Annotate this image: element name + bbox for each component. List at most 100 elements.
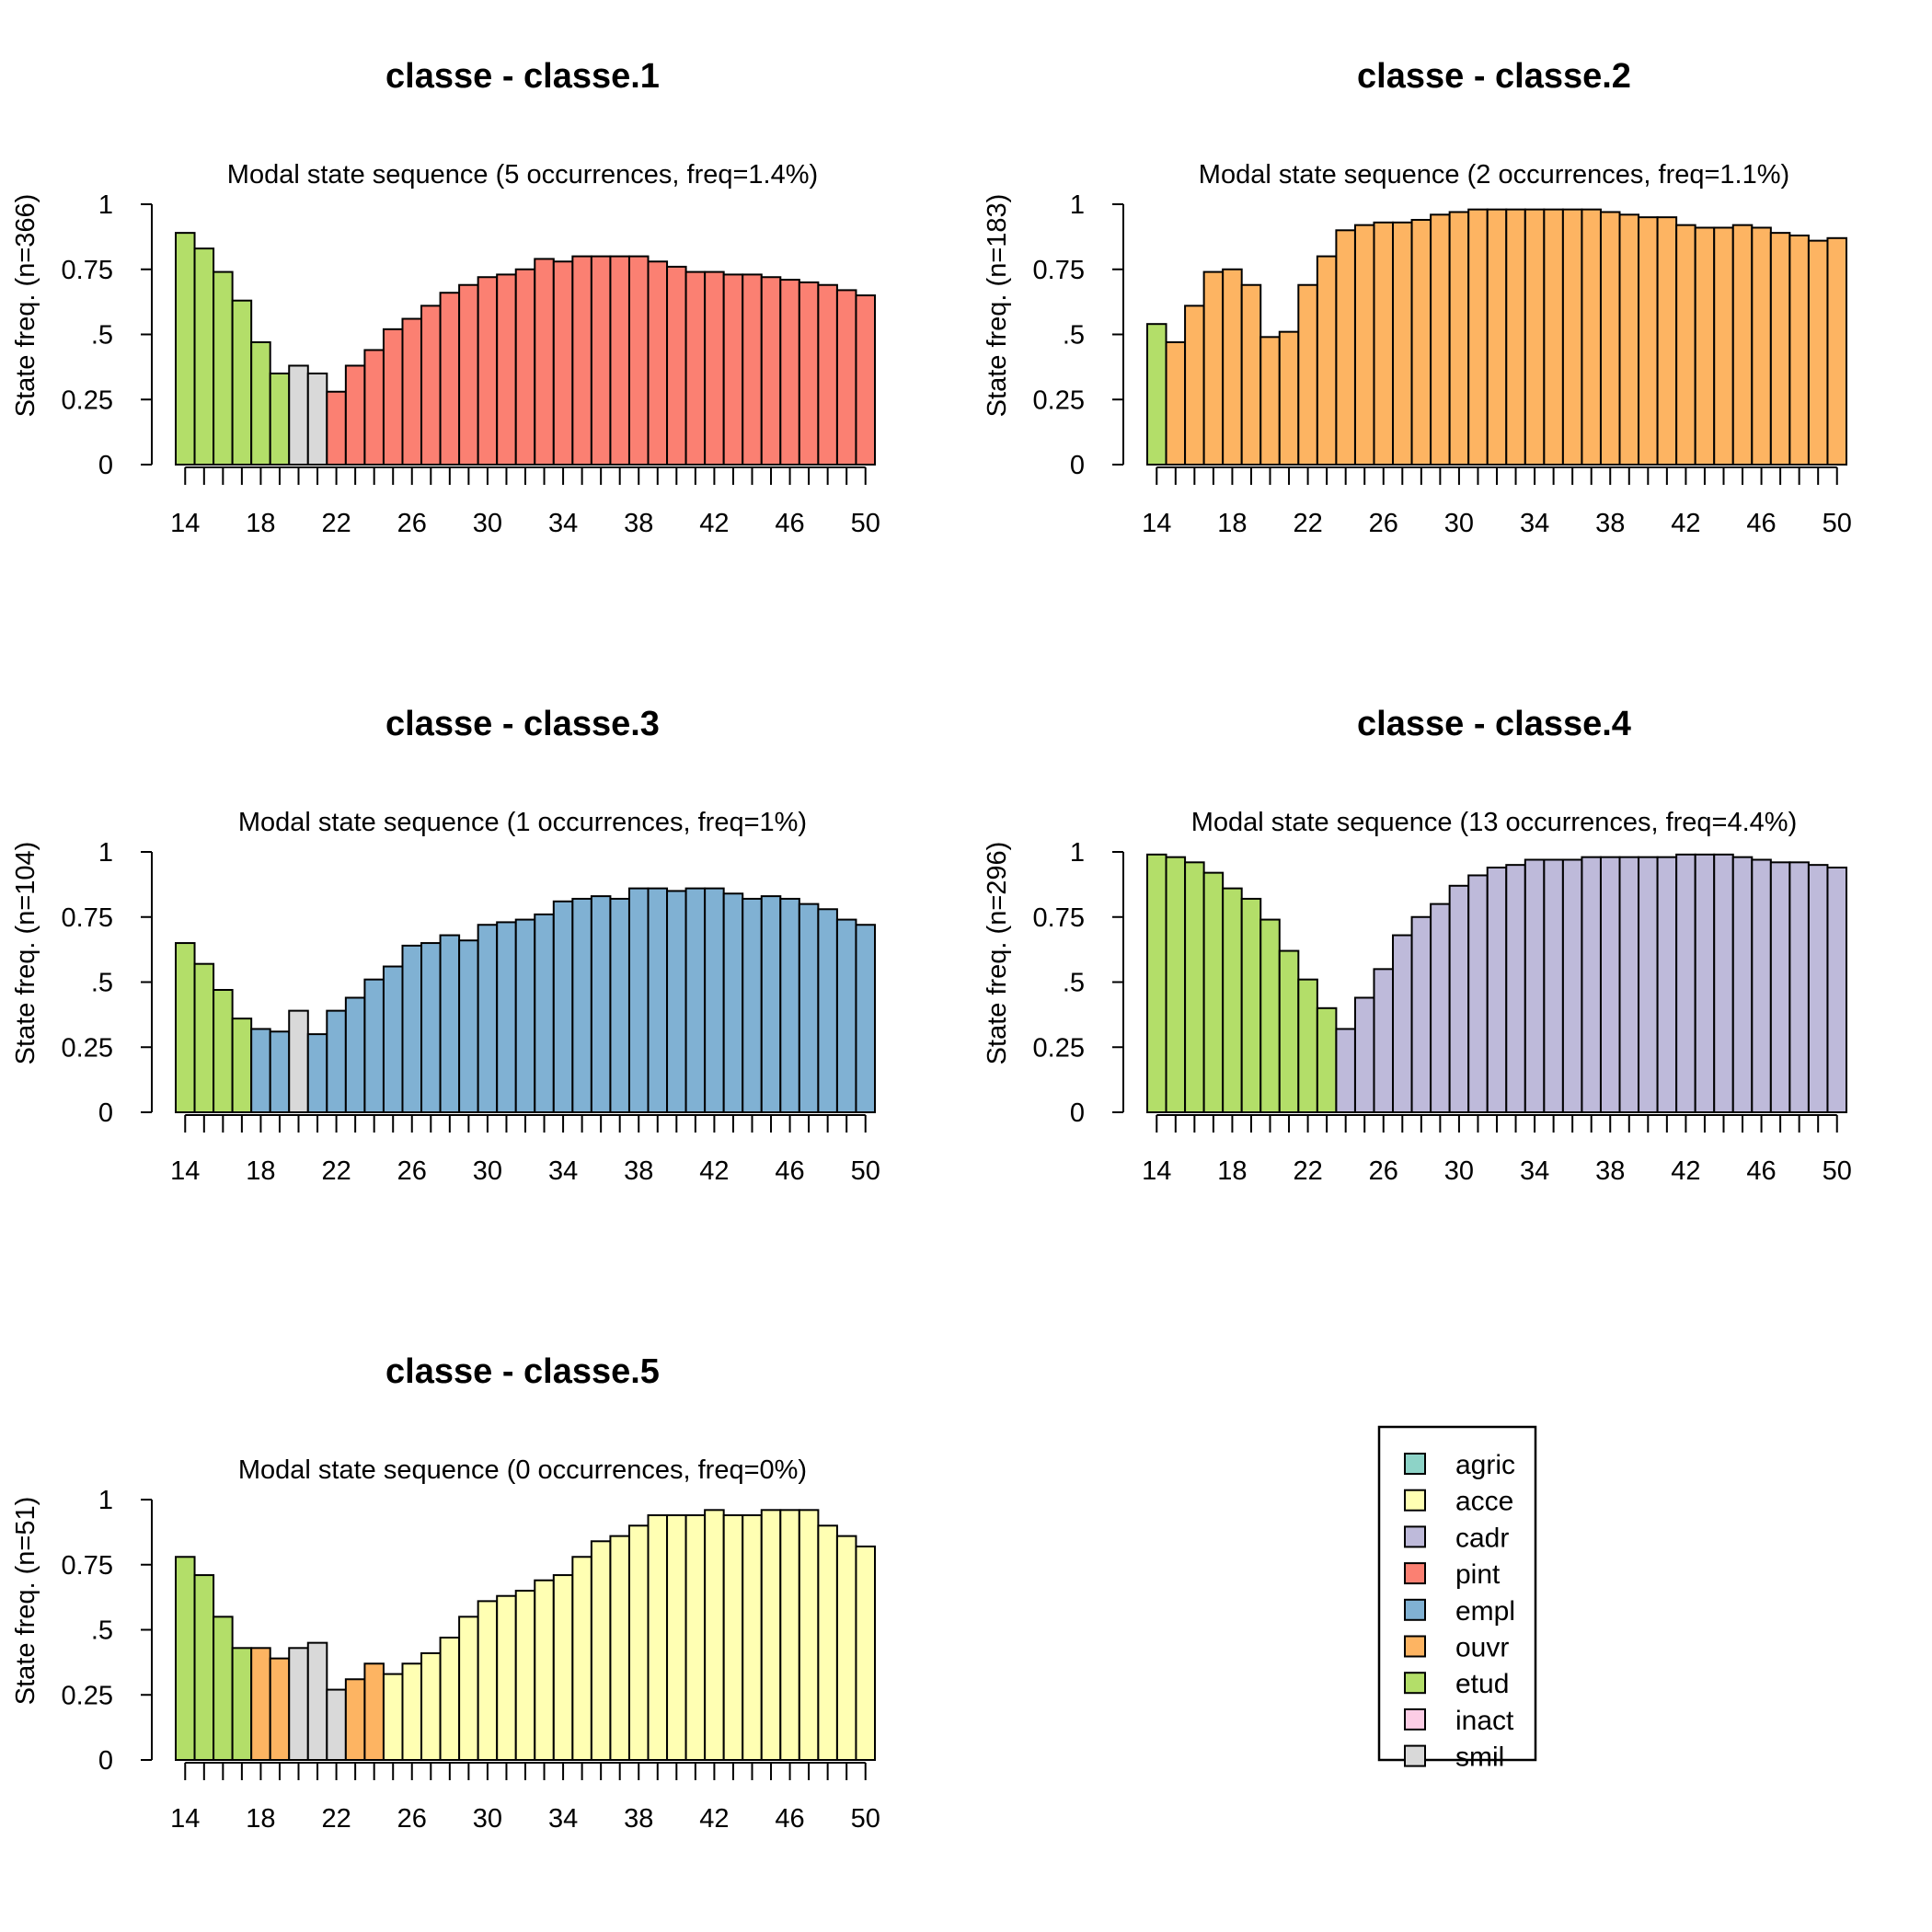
x-tick-label: 22 xyxy=(1293,1156,1322,1186)
y-tick-label: .5 xyxy=(91,321,113,351)
y-tick-label: 0.75 xyxy=(1033,256,1085,285)
bar-age-37-ouvr xyxy=(1581,208,1602,466)
bar-age-28-pint xyxy=(439,292,461,466)
legend-label-inact: inact xyxy=(1455,1706,1514,1736)
bar-age-27-acce xyxy=(420,1651,442,1761)
bar-age-29-cadr xyxy=(1430,903,1451,1113)
bar-age-29-empl xyxy=(458,939,479,1113)
bar-age-45-acce xyxy=(760,1509,782,1761)
y-axis: 0 0.25 .5 0.75 1 xyxy=(1033,190,1124,480)
bar-age-18-etud xyxy=(250,340,271,466)
bar-age-23-empl xyxy=(344,996,366,1114)
bar-age-22-ouvr xyxy=(1297,283,1318,466)
x-tick-label: 42 xyxy=(699,509,729,538)
panel-title: classe - classe.1 xyxy=(385,57,660,96)
bar-age-49-cadr xyxy=(1807,864,1829,1113)
legend-entries: agric acce cadr pint empl ouvr etud inact smil xyxy=(1404,1450,1515,1773)
y-axis: 0 0.25 .5 0.75 1 xyxy=(62,838,153,1128)
bar-age-35-empl xyxy=(571,897,592,1113)
legend-label-empl: empl xyxy=(1455,1596,1515,1627)
x-tick-label: 34 xyxy=(1520,1156,1549,1186)
bar-age-30-empl xyxy=(477,924,499,1113)
bar-age-14-etud xyxy=(1146,323,1167,466)
x-tick-label: 26 xyxy=(397,1156,427,1186)
y-tick-label: 0.75 xyxy=(62,256,113,285)
y-tick-label: 0.25 xyxy=(62,385,113,415)
bar-age-44-pint xyxy=(742,273,763,466)
bar-age-43-acce xyxy=(722,1513,744,1761)
bar-age-45-pint xyxy=(760,276,782,466)
bar-age-49-acce xyxy=(835,1535,857,1761)
bar-age-28-cadr xyxy=(1410,915,1432,1113)
panel-subtitle: Modal state sequence (5 occurrences, fre… xyxy=(227,160,818,190)
bar-age-27-ouvr xyxy=(1392,221,1413,466)
bar-age-19-ouvr xyxy=(269,1657,291,1762)
bar-age-23-etud xyxy=(1316,1006,1338,1113)
bar-age-47-ouvr xyxy=(1769,232,1791,466)
bar-age-33-empl xyxy=(534,913,555,1114)
bar-age-46-ouvr xyxy=(1751,226,1772,466)
x-tick-label: 50 xyxy=(851,1156,880,1186)
bar-age-19-etud xyxy=(269,372,291,466)
bar-age-20-smil xyxy=(288,1009,309,1114)
panel-title: classe - classe.4 xyxy=(1357,705,1631,743)
bar-age-35-acce xyxy=(571,1556,592,1762)
bar-age-20-etud xyxy=(1259,918,1281,1113)
bars-group xyxy=(175,232,877,466)
y-tick-label: 0.25 xyxy=(1033,1033,1085,1063)
bar-age-15-etud xyxy=(1165,856,1187,1113)
legend-label-agric: agric xyxy=(1455,1450,1515,1480)
x-tick-label: 38 xyxy=(624,1804,653,1834)
x-tick-label: 30 xyxy=(473,1156,502,1186)
bar-age-40-empl xyxy=(666,890,687,1114)
bar-age-18-etud xyxy=(1222,887,1243,1113)
bar-age-20-smil xyxy=(288,364,309,466)
bar-age-39-ouvr xyxy=(1618,213,1640,466)
bars-group xyxy=(1146,853,1848,1114)
legend-label-acce: acce xyxy=(1455,1487,1513,1517)
bar-age-48-empl xyxy=(817,908,838,1114)
bar-age-28-ouvr xyxy=(1410,218,1432,466)
bar-age-29-acce xyxy=(458,1616,479,1761)
x-tick-label: 34 xyxy=(548,1156,578,1186)
y-tick-label: 1 xyxy=(1070,838,1085,868)
legend-label-smil: smil xyxy=(1455,1742,1504,1773)
x-tick-label: 38 xyxy=(624,1156,653,1186)
bar-age-38-cadr xyxy=(1599,856,1621,1113)
bar-age-39-acce xyxy=(647,1513,669,1761)
x-tick-label: 26 xyxy=(397,509,427,538)
y-tick-label: 0 xyxy=(1070,1098,1085,1128)
legend-label-cadr: cadr xyxy=(1455,1523,1509,1553)
bar-age-37-cadr xyxy=(1581,856,1602,1113)
bar-age-21-smil xyxy=(306,372,328,466)
y-axis-label: State freq. (n=296) xyxy=(983,842,1012,1065)
y-tick-label: 0.75 xyxy=(1033,903,1085,933)
bar-age-39-pint xyxy=(647,260,669,466)
bar-age-18-empl xyxy=(250,1028,271,1113)
bar-age-50-cadr xyxy=(1826,866,1848,1113)
legend-swatch-ouvr xyxy=(1404,1635,1426,1658)
x-tick-label: 50 xyxy=(1823,509,1852,538)
bar-age-37-pint xyxy=(609,255,630,466)
panel-title: classe - classe.5 xyxy=(385,1352,660,1391)
x-tick-label: 18 xyxy=(1217,509,1247,538)
bar-age-21-empl xyxy=(306,1033,328,1114)
bar-age-16-etud xyxy=(213,988,234,1113)
bar-age-39-cadr xyxy=(1618,856,1640,1113)
bar-age-28-empl xyxy=(439,934,461,1113)
bar-age-32-ouvr xyxy=(1486,208,1508,466)
bar-age-37-empl xyxy=(609,897,630,1113)
y-axis: 0 0.25 .5 0.75 1 xyxy=(62,1486,153,1776)
bar-age-42-empl xyxy=(704,887,725,1113)
bar-age-30-acce xyxy=(477,1600,499,1761)
bar-age-38-acce xyxy=(627,1524,650,1761)
bar-age-40-pint xyxy=(666,265,687,466)
bar-age-31-empl xyxy=(496,921,517,1113)
bar-age-24-pint xyxy=(363,349,385,466)
bar-age-42-pint xyxy=(704,270,725,466)
bar-age-21-smil xyxy=(306,1641,328,1761)
bar-age-19-etud xyxy=(1240,897,1262,1113)
bar-age-34-ouvr xyxy=(1524,208,1546,466)
bar-age-26-pint xyxy=(401,317,423,466)
